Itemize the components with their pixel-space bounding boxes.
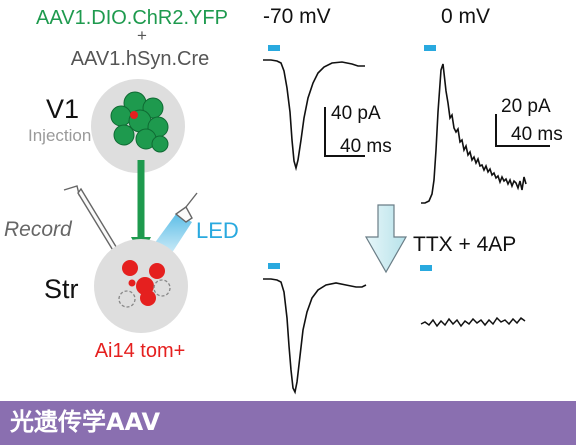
trace-neg70-ttx4ap	[263, 278, 367, 395]
scale-bar-1	[324, 107, 365, 157]
led-fiber	[174, 192, 198, 223]
treatment-label: TTX + 4AP	[413, 233, 516, 256]
trace-0mv-control	[421, 63, 527, 204]
trace-0mv-ttx4ap	[420, 316, 526, 328]
injection-label: Injection	[28, 126, 91, 145]
region-label-v1: V1	[46, 94, 79, 124]
trace-neg70-control	[263, 59, 365, 172]
v1-red-cell	[130, 111, 138, 119]
treatment-arrow	[364, 204, 408, 274]
voltage-label-neg70: -70 mV	[263, 5, 331, 28]
led-label: LED	[196, 218, 239, 243]
light-pulse-marker-3	[268, 263, 280, 269]
region-label-str: Str	[44, 274, 79, 304]
striatum-red-cells	[122, 260, 165, 306]
scale-bar-2-ms: 40 ms	[511, 124, 563, 145]
footer-title: 光遗传学AAV	[10, 408, 161, 436]
scale-bar-2-pa: 20 pA	[501, 96, 551, 117]
light-pulse-marker-2	[424, 45, 436, 51]
scale-bar-1-pa: 40 pA	[331, 103, 381, 124]
construct-line1: AAV1.DIO.ChR2.YFP	[36, 7, 228, 29]
scale-bar-1-ms: 40 ms	[340, 136, 392, 157]
voltage-label-0: 0 mV	[441, 5, 490, 28]
footer-banner	[0, 401, 576, 445]
record-label: Record	[4, 218, 73, 241]
reporter-label: Ai14 tom+	[95, 340, 186, 362]
striatum-unlabeled-cells	[118, 279, 171, 308]
light-pulse-marker-4	[420, 265, 432, 271]
construct-plus: +	[137, 26, 147, 45]
light-pulse-marker-1	[268, 45, 280, 51]
scale-bar-2	[495, 114, 550, 147]
construct-line2: AAV1.hSyn.Cre	[71, 48, 210, 70]
